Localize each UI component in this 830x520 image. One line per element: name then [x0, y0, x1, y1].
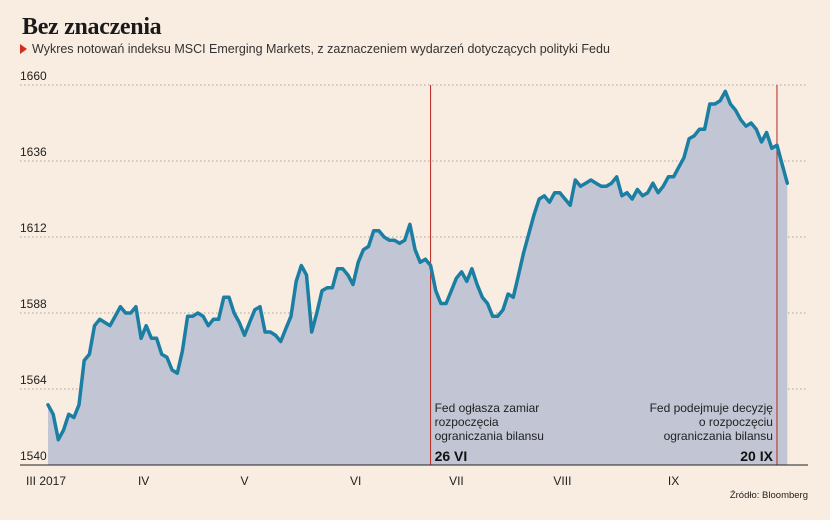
x-tick-label: VIII [553, 474, 571, 488]
event-annotation: o rozpoczęciu [699, 415, 773, 429]
chart-subtitle-text: Wykres notowań indeksu MSCI Emerging Mar… [32, 42, 610, 56]
event-date: 26 VI [435, 448, 468, 464]
area-fill [48, 91, 788, 466]
event-annotation: ograniczania bilansu [664, 429, 773, 443]
triangle-bullet-icon [20, 44, 27, 54]
event-annotation: Fed podejmuje decyzję [650, 401, 774, 415]
y-tick-label: 1636 [20, 145, 47, 159]
event-markers: Fed ogłasza zamiarrozpoczęciaograniczani… [430, 85, 778, 465]
source-note: Źródło: Bloomberg [730, 490, 808, 501]
chart-title: Bez znaczenia [22, 14, 162, 40]
series-line [46, 89, 790, 442]
x-tick-label: V [240, 474, 248, 488]
y-axis: 1540 1564 1588 1612 1636 1660 [20, 69, 808, 466]
event-annotation: ograniczania bilansu [435, 429, 544, 443]
x-tick-label: VI [350, 474, 361, 488]
y-tick-label: 1660 [20, 69, 47, 83]
event-date: 20 IX [740, 448, 773, 464]
x-tick-label: III 2017 [26, 474, 66, 488]
x-tick-label: VII [449, 474, 464, 488]
x-tick-label: IV [138, 474, 149, 488]
event-annotation: rozpoczęcia [435, 415, 499, 429]
event-annotation: Fed ogłasza zamiar [435, 401, 540, 415]
y-tick-label: 1564 [20, 373, 47, 387]
y-tick-label: 1588 [20, 297, 47, 311]
chart-subtitle: Wykres notowań indeksu MSCI Emerging Mar… [20, 42, 610, 56]
x-tick-label: IX [668, 474, 679, 488]
x-axis: III 2017 IV V VI VII VIII IX [26, 474, 679, 488]
y-tick-label: 1540 [20, 449, 47, 463]
y-tick-label: 1612 [20, 221, 47, 235]
